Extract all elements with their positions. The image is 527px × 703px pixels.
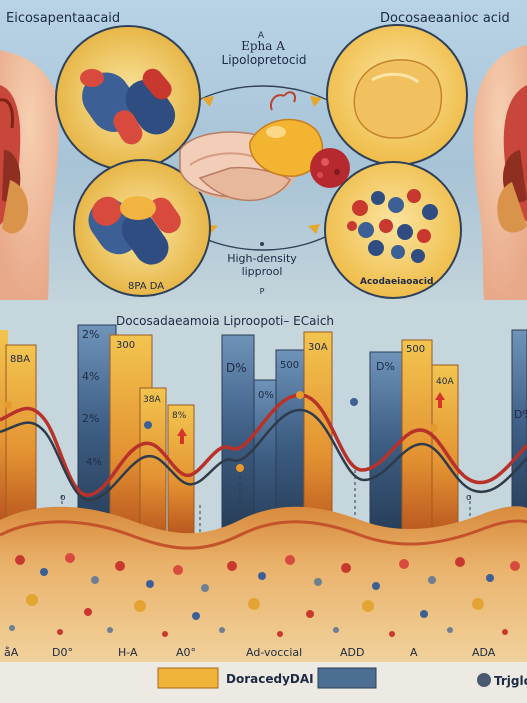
bar-label: 38A: [143, 395, 161, 405]
bar: [167, 404, 195, 536]
bar-label: 4%: [86, 457, 102, 468]
bar-label: 30A: [308, 342, 328, 353]
axis-label: Ad-voccial: [246, 646, 302, 659]
bar-label: 2%: [82, 412, 99, 425]
bar-label: 8BA: [10, 354, 30, 365]
bar-label: 500: [406, 344, 425, 355]
bar-label: D%: [376, 360, 395, 373]
bar: [0, 330, 8, 520]
bar-labels: 2% 8BA 4% 2% 4% 300 38A 8% D% 0% 500 30A…: [10, 328, 527, 468]
bar-label: D%: [226, 361, 247, 375]
bar: [511, 329, 527, 531]
right-circle-label: Acodaeiaoacid: [360, 277, 433, 287]
fat-tissue-edge: [0, 519, 527, 550]
ring-arrow: [202, 96, 214, 107]
bottom-axis-labels: åA D0° H-A A0° Ad-voccial ADD A ADA: [4, 646, 496, 659]
hdl-mark: P: [260, 287, 265, 296]
bar-label: 4%: [82, 370, 99, 383]
axis-label: H-A: [118, 646, 138, 659]
hdl-label-line-1: High-density: [227, 252, 297, 265]
bar-label: D%: [514, 408, 527, 421]
axis-label: ADD: [340, 646, 364, 659]
center-lipoprotein-cluster: [179, 91, 350, 202]
legend-swatch-blue: [317, 667, 377, 689]
axis-label: ADA: [472, 646, 496, 659]
up-arrow-icon: [435, 392, 445, 408]
molecule-circle: Acodaeiaoacid: [324, 161, 462, 299]
legend-label-2: Trjglc: [494, 674, 527, 688]
fat-tissue-layer: [0, 506, 527, 703]
up-arrow-icon: [177, 428, 187, 444]
ring-arrow: [308, 224, 320, 234]
legend-background: [0, 662, 527, 703]
axis-label: D0°: [52, 646, 73, 659]
bar: [139, 387, 167, 539]
bar: [303, 331, 333, 538]
center-small-label: A: [258, 31, 265, 41]
legend-label-1: DoracedyDAI: [226, 672, 314, 686]
bar: [275, 349, 305, 536]
bar: [221, 334, 255, 536]
axis-label: åA: [4, 646, 19, 659]
epa-capsules-circle: [55, 25, 201, 171]
dha-fat-circle: [326, 24, 468, 166]
axis-label: A0°: [176, 646, 196, 659]
top-right-title: Docosaeaanioc acid: [380, 11, 510, 26]
wave-line-dark: [0, 408, 527, 502]
tissue-particles: [9, 553, 520, 637]
center-title-line-1: Epha A: [241, 39, 285, 53]
hdl-label-line-2: lipprool: [242, 265, 283, 278]
ring-arrow: [310, 96, 322, 107]
bar-label: 2%: [82, 328, 99, 341]
legend-dot: [477, 673, 491, 687]
bar-label: 0%: [258, 390, 274, 401]
wave-line-red: [0, 393, 527, 497]
chart-title: Docosadaeamoia Liproopoti– ECaich: [116, 314, 334, 328]
left-circle-label: 8PA DA: [128, 281, 164, 292]
legend-swatch-orange: [157, 667, 219, 689]
wave-markers: [4, 391, 438, 472]
axis-label: A: [410, 646, 418, 659]
bar-label: 8%: [172, 411, 187, 421]
top-left-title: Eicosapentaacaid: [6, 11, 120, 26]
right-human-figure: [473, 45, 527, 300]
bar-label: 40A: [436, 377, 454, 387]
bar-label: 500: [280, 360, 299, 371]
center-title-line-2: Lipolopretocid: [222, 53, 307, 67]
wave-mark: o: [466, 493, 472, 503]
bar: [5, 344, 37, 526]
left-human-figure: [0, 50, 59, 300]
wave-mark: o: [60, 493, 66, 503]
bar-label: 300: [116, 340, 135, 351]
epa-dha-circle: 8PA DA: [73, 159, 211, 297]
hdl-dot: [260, 242, 264, 246]
